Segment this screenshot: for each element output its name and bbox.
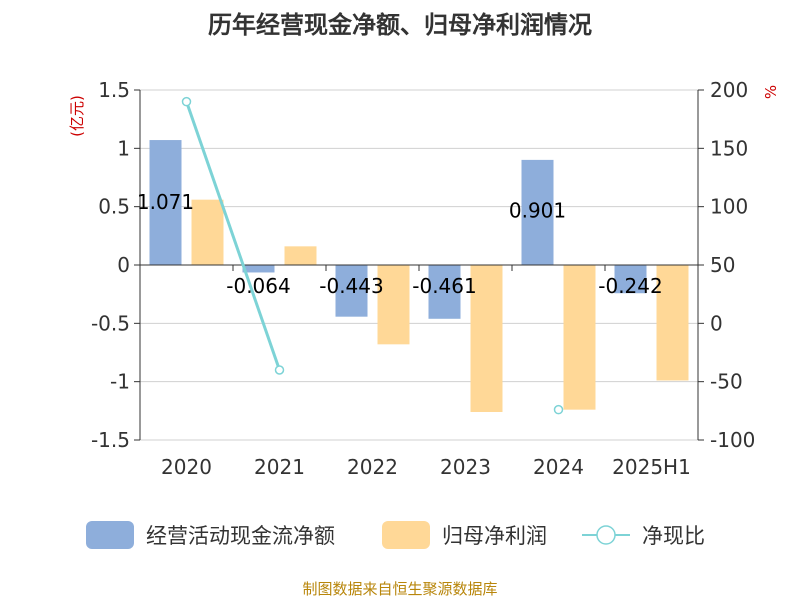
right-axis-unit: %: [762, 85, 780, 99]
ratio-line: [181, 96, 564, 415]
right-tick-label: -100: [710, 428, 755, 452]
axes: [134, 89, 704, 441]
right-tick-label: 50: [710, 253, 735, 277]
x-tick-label: 2024: [533, 455, 584, 479]
bar-netprofit: [284, 246, 317, 265]
left-tick-label: 0: [117, 253, 130, 277]
data-label: -0.443: [319, 274, 383, 298]
ratio-point: [553, 404, 564, 415]
bar-netprofit: [470, 265, 503, 412]
legend-swatch-netprofit: [382, 521, 430, 549]
x-tick-label: 2025H1: [612, 455, 691, 479]
ratio-point: [181, 96, 192, 107]
bars: [149, 140, 689, 412]
legend-swatch-cashflow: [86, 521, 134, 549]
bar-cashflow: [521, 159, 554, 265]
right-tick-label: 0: [710, 311, 723, 335]
bar-netprofit: [656, 265, 689, 381]
bar-cashflow: [428, 265, 461, 319]
left-axis-unit: (亿元): [68, 95, 86, 137]
data-label: -0.242: [598, 274, 662, 298]
bar-cashflow: [335, 265, 368, 317]
chart-title: 历年经营现金净额、归母净利润情况: [208, 11, 592, 39]
bar-cashflow: [242, 265, 275, 273]
x-tick-label: 2020: [161, 455, 212, 479]
bar-cashflow: [149, 140, 182, 265]
ratio-line-segment: [185, 101, 281, 371]
left-tick-label: 0.5: [98, 195, 130, 219]
right-tick-label: 150: [710, 136, 748, 160]
data-label: 1.071: [137, 190, 194, 214]
data-labels: 1.071 -0.064 -0.443 -0.461 0.901 -0.242: [137, 190, 663, 298]
left-tick-label: -1.5: [91, 428, 130, 452]
left-tick-label: -0.5: [91, 311, 130, 335]
legend-marker-ratio: [596, 525, 616, 545]
legend-label-ratio: 净现比: [642, 524, 705, 548]
x-tick-label: 2022: [347, 455, 398, 479]
bar-netprofit: [563, 265, 596, 410]
right-tick-label: -50: [710, 370, 743, 394]
data-label: 0.901: [509, 199, 566, 223]
legend-label-netprofit: 归母净利润: [442, 524, 547, 548]
bar-netprofit: [377, 265, 410, 345]
bar-cashflow: [614, 265, 647, 294]
tick-labels: 1.5 1 0.5 0 -0.5 -1 -1.5 200 150 100 50 0 -50 -100 202…: [91, 78, 755, 479]
data-label: -0.064: [226, 274, 290, 298]
x-tick-label: 2023: [440, 455, 491, 479]
right-tick-label: 200: [710, 78, 748, 102]
source-note: 制图数据来自恒生聚源数据库: [302, 580, 497, 598]
left-tick-label: 1.5: [98, 78, 130, 102]
legend-label-cashflow: 经营活动现金流净额: [146, 524, 335, 548]
x-tick-label: 2021: [254, 455, 305, 479]
data-label: -0.461: [412, 274, 476, 298]
bar-netprofit: [191, 199, 224, 265]
left-tick-label: 1: [117, 136, 130, 160]
ratio-point: [274, 365, 285, 375]
legend: 经营活动现金流净额 归母净利润 净现比: [86, 521, 705, 549]
left-tick-label: -1: [110, 370, 130, 394]
right-tick-label: 100: [710, 195, 748, 219]
